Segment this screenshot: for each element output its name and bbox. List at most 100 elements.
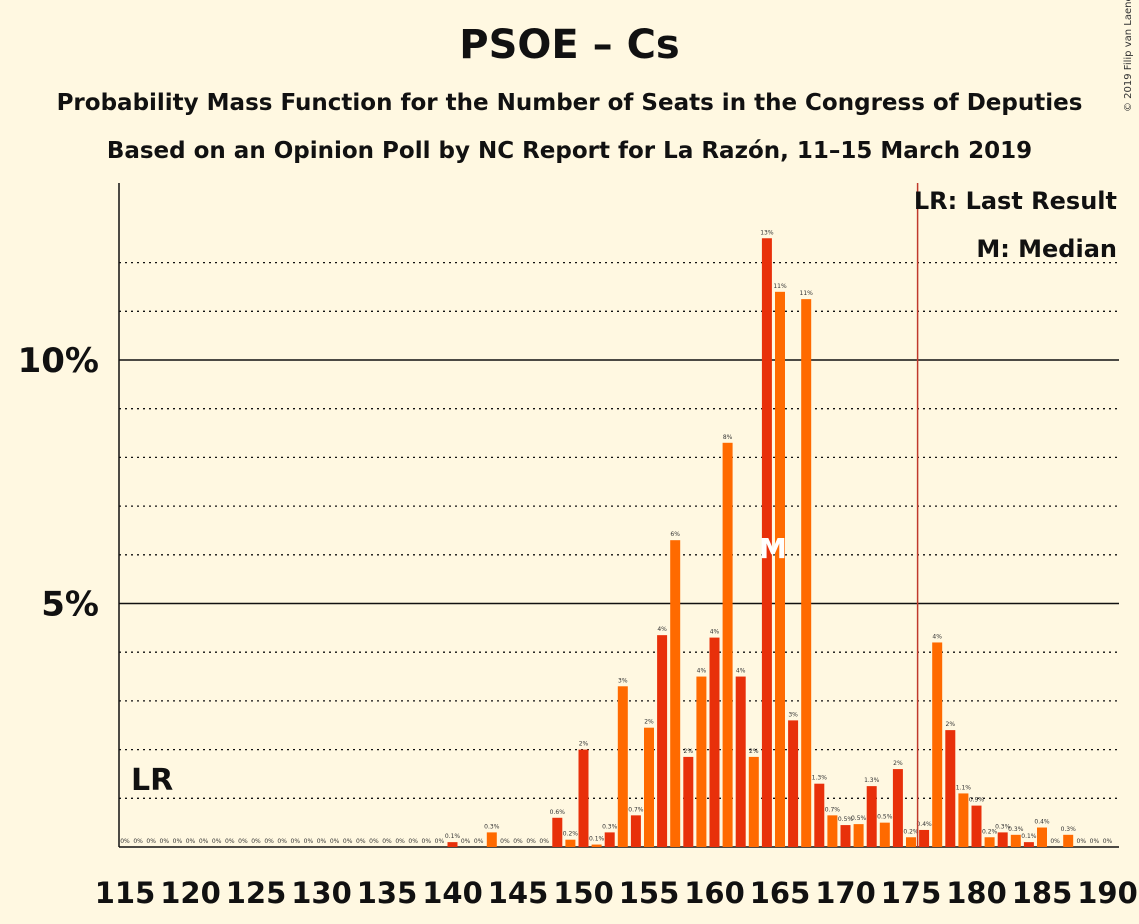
- bar-value-label: 0%: [461, 838, 471, 845]
- bar-value-label: 0%: [146, 838, 156, 845]
- legend-median: M: Median: [976, 235, 1117, 263]
- bar-value-label: 0%: [1050, 838, 1060, 845]
- bar-seat-180: [971, 805, 982, 847]
- bar-value-label: 0.2%: [903, 828, 919, 835]
- y-tick-label: 5%: [41, 585, 99, 625]
- bar-value-label: 0%: [395, 838, 405, 845]
- bar-value-label: 0.3%: [602, 823, 618, 830]
- bar-seat-161: [722, 442, 733, 847]
- bar-seat-181: [984, 837, 995, 847]
- x-tick-label: 175: [881, 876, 942, 910]
- bar-seat-143: [486, 832, 497, 847]
- bar-seat-173: [879, 822, 890, 847]
- bar-value-label: 0.1%: [445, 833, 461, 840]
- bar-value-label: 0.1%: [589, 836, 605, 843]
- bar-value-label: 2%: [749, 748, 759, 755]
- bar-seat-140: [447, 842, 458, 847]
- bar-seat-151: [591, 844, 602, 847]
- bar-seat-149: [565, 839, 576, 847]
- bar-value-label: 0%: [526, 838, 536, 845]
- bar-value-label: 2%: [893, 760, 903, 767]
- bar-value-label: 0%: [238, 838, 248, 845]
- bar-value-label: 0%: [264, 838, 274, 845]
- bar-value-label: 3%: [788, 711, 798, 718]
- bar-value-label: 0%: [382, 838, 392, 845]
- bar-value-label: 1.3%: [864, 777, 880, 784]
- bar-value-label: 4%: [710, 629, 720, 636]
- x-tick-label: 185: [1012, 876, 1073, 910]
- bar-value-label: 0%: [186, 838, 196, 845]
- bar-value-label: 0.1%: [1021, 833, 1037, 840]
- bar-value-label: 2%: [946, 721, 956, 728]
- bar-value-label: 0%: [539, 838, 549, 845]
- bar-value-label: 0%: [212, 838, 222, 845]
- x-tick-label: 170: [815, 876, 876, 910]
- legend-last-result: LR: Last Result: [914, 187, 1117, 215]
- bar-seat-154: [630, 815, 641, 847]
- x-tick-label: 190: [1077, 876, 1138, 910]
- bar-value-label: 0.6%: [550, 809, 566, 816]
- bar-value-label: 4%: [736, 668, 746, 675]
- bar-value-label: 0%: [225, 838, 235, 845]
- bar-seat-184: [1023, 842, 1034, 847]
- bar-value-label: 0%: [291, 838, 301, 845]
- bar-seat-183: [1010, 834, 1021, 847]
- bar-seat-148: [552, 817, 563, 847]
- bar-value-label: 0%: [343, 838, 353, 845]
- bar-seat-165: [775, 291, 785, 847]
- bar-value-label: 0.3%: [1061, 826, 1077, 833]
- bar-value-label: 6%: [670, 531, 680, 538]
- bar-value-label: 0%: [1090, 838, 1100, 845]
- bar-seat-163: [748, 756, 759, 847]
- bar-seat-160: [709, 637, 720, 847]
- bar-value-label: 1.3%: [812, 775, 828, 782]
- bar-seat-185: [1037, 827, 1047, 847]
- bar-seat-179: [958, 793, 969, 847]
- bar-seat-172: [866, 786, 877, 847]
- bar-seat-155: [644, 727, 654, 847]
- bar-seat-153: [617, 686, 628, 847]
- bar-value-label: 0%: [435, 838, 445, 845]
- last-result-marker: LR: [131, 763, 173, 798]
- x-tick-label: 125: [226, 876, 287, 910]
- bar-value-label: 2%: [644, 719, 654, 726]
- bar-seat-168: [814, 783, 825, 847]
- bar-value-label: 11%: [800, 290, 814, 297]
- bar-value-label: 0.4%: [916, 821, 932, 828]
- bar-value-label: 4%: [697, 668, 707, 675]
- x-tick-label: 135: [357, 876, 418, 910]
- bar-value-label: 0.2%: [982, 828, 998, 835]
- bar-seat-182: [997, 832, 1008, 847]
- bar-seat-171: [853, 824, 864, 847]
- bar-value-label: 0.3%: [995, 823, 1011, 830]
- bar-value-label: 0%: [133, 838, 143, 845]
- bar-value-label: 13%: [760, 229, 774, 236]
- bar-seat-162: [735, 676, 746, 847]
- bar-seat-176: [919, 829, 930, 847]
- bar-value-label: 0.7%: [628, 806, 644, 813]
- bar-seat-159: [696, 676, 707, 847]
- x-tick-label: 120: [160, 876, 221, 910]
- bar-value-label: 0.4%: [1034, 819, 1050, 826]
- bar-seat-178: [945, 730, 956, 847]
- bar-seat-150: [578, 749, 589, 847]
- bar-value-label: 0.2%: [563, 831, 579, 838]
- bar-value-label: 2%: [579, 741, 589, 748]
- bar-seat-174: [892, 769, 903, 847]
- bar-value-label: 0.3%: [484, 823, 500, 830]
- bar-value-label: 0%: [356, 838, 366, 845]
- bar-value-label: 0%: [408, 838, 418, 845]
- bar-seat-166: [788, 720, 799, 847]
- bar-value-label: 0%: [199, 838, 209, 845]
- bar-value-label: 0.3%: [1008, 826, 1024, 833]
- bar-seat-187: [1063, 834, 1074, 847]
- bar-value-label: 0.5%: [877, 814, 893, 821]
- bar-value-label: 3%: [618, 677, 628, 684]
- x-tick-label: 140: [422, 876, 483, 910]
- chart-source: Based on an Opinion Poll by NC Report fo…: [106, 138, 1033, 164]
- y-tick-label: 10%: [18, 341, 99, 381]
- bar-value-label: 0%: [474, 838, 484, 845]
- bar-value-label: 0%: [277, 838, 287, 845]
- x-tick-label: 115: [95, 876, 156, 910]
